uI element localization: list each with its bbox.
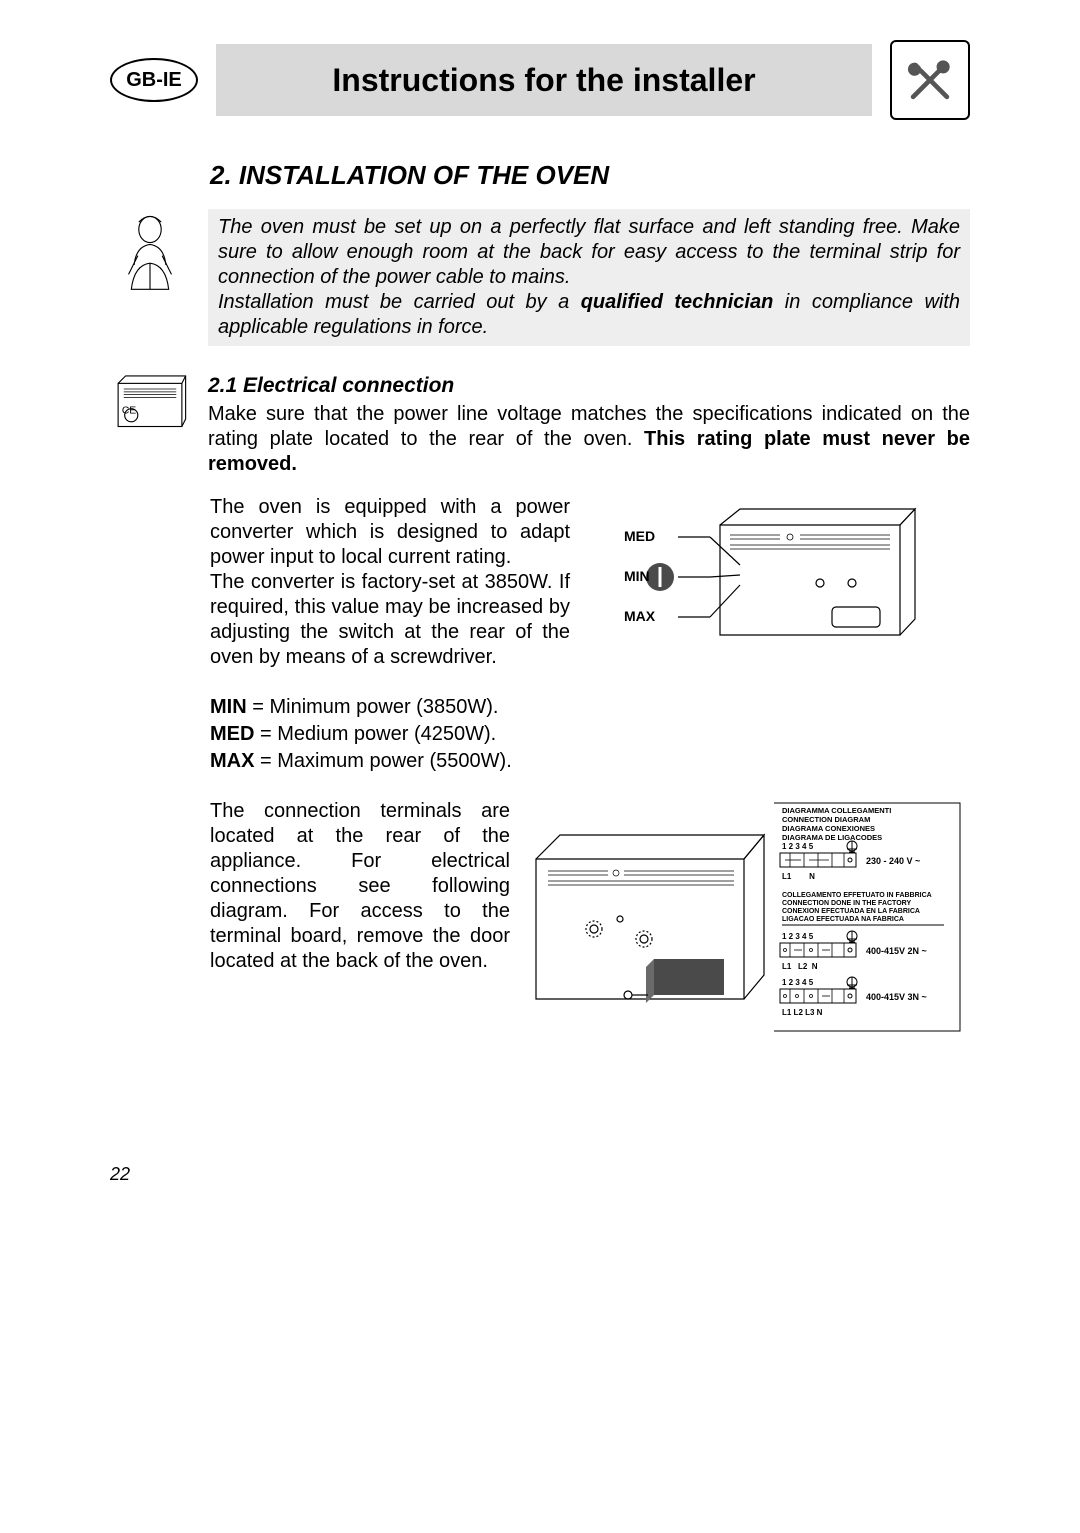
electrical-connection-row: CE 2.1 Electrical connection Make sure t…	[110, 374, 970, 477]
switch-label-min: MIN	[624, 568, 650, 584]
wiring-factory-1: CONNECTION DONE IN THE FACTORY	[782, 900, 911, 907]
elec-intro: Make sure that the power line voltage ma…	[208, 402, 970, 477]
power-switch-diagram: MED MIN MAX	[600, 495, 970, 670]
converter-p1: The oven is equipped with a power conver…	[210, 495, 570, 570]
wiring-r2-labels: L1 L2 L3 N	[782, 1008, 823, 1017]
warning-text-2-pre: Installation must be carried out by a	[218, 291, 581, 313]
converter-block: The oven is equipped with a power conver…	[210, 495, 970, 670]
power-max-label: MAX	[210, 750, 254, 772]
elec-subheading: 2.1 Electrical connection	[208, 374, 970, 398]
terminals-text: The connection terminals are located at …	[210, 799, 510, 974]
terminals-block: The connection terminals are located at …	[210, 799, 970, 1044]
page-header: GB-IE Instructions for the installer	[110, 40, 970, 120]
power-med: MED = Medium power (4250W).	[210, 721, 970, 748]
power-level-list: MIN = Minimum power (3850W). MED = Mediu…	[210, 694, 970, 775]
power-max: MAX = Maximum power (5500W).	[210, 748, 970, 775]
wiring-r1-labels: L1 L2 N	[782, 962, 818, 971]
svg-text:CE: CE	[122, 405, 136, 416]
switch-label-med: MED	[624, 528, 655, 544]
tools-icon	[890, 40, 970, 120]
rating-plate-icon: CE	[110, 374, 190, 434]
wiring-title-3: DIAGRAMA DE LIGACODES	[782, 833, 882, 842]
power-med-label: MED	[210, 723, 254, 745]
country-badge: GB-IE	[110, 58, 198, 102]
wiring-diagram: DIAGRAMMA COLLEGAMENTI CONNECTION DIAGRA…	[524, 799, 970, 1044]
wiring-r2-voltage: 400-415V 3N ~	[866, 992, 927, 1002]
wiring-r0-pins: 1 2 3 4 5	[782, 842, 814, 851]
wiring-title-2: DIAGRAMA CONEXIONES	[782, 824, 875, 833]
power-max-desc: = Maximum power (5500W).	[254, 750, 511, 772]
warning-text-1: The oven must be set up on a perfectly f…	[218, 216, 960, 288]
wiring-title-0: DIAGRAMMA COLLEGAMENTI	[782, 806, 891, 815]
page-title-banner: Instructions for the installer	[216, 44, 872, 116]
wiring-r2-pins: 1 2 3 4 5	[782, 978, 814, 987]
power-min-desc: = Minimum power (3850W).	[247, 696, 499, 718]
power-med-desc: = Medium power (4250W).	[254, 723, 496, 745]
wiring-r0-voltage: 230 - 240 V ~	[866, 856, 920, 866]
wiring-r0-labels: L1 N	[782, 872, 815, 881]
page-number: 22	[110, 1164, 970, 1185]
technician-icon	[110, 209, 190, 293]
converter-p2: The converter is factory-set at 3850W. I…	[210, 570, 570, 670]
power-min: MIN = Minimum power (3850W).	[210, 694, 970, 721]
installer-warning-row: The oven must be set up on a perfectly f…	[110, 209, 970, 346]
section-heading: 2. INSTALLATION OF THE OVEN	[210, 160, 970, 191]
power-min-label: MIN	[210, 696, 247, 718]
installer-warning-box: The oven must be set up on a perfectly f…	[208, 209, 970, 346]
wiring-factory-2: CONEXION EFECTUADA EN LA FABRICA	[782, 908, 920, 915]
warning-text-2-bold: qualified technician	[581, 291, 774, 313]
wiring-title-1: CONNECTION DIAGRAM	[782, 815, 870, 824]
wiring-r1-pins: 1 2 3 4 5	[782, 932, 814, 941]
switch-label-max: MAX	[624, 608, 656, 624]
wiring-factory-0: COLLEGAMENTO EFFETUATO IN FABBRICA	[782, 892, 932, 899]
wiring-r1-voltage: 400-415V 2N ~	[866, 946, 927, 956]
wiring-factory-3: LIGACAO EFECTUADA NA FABRICA	[782, 916, 904, 923]
